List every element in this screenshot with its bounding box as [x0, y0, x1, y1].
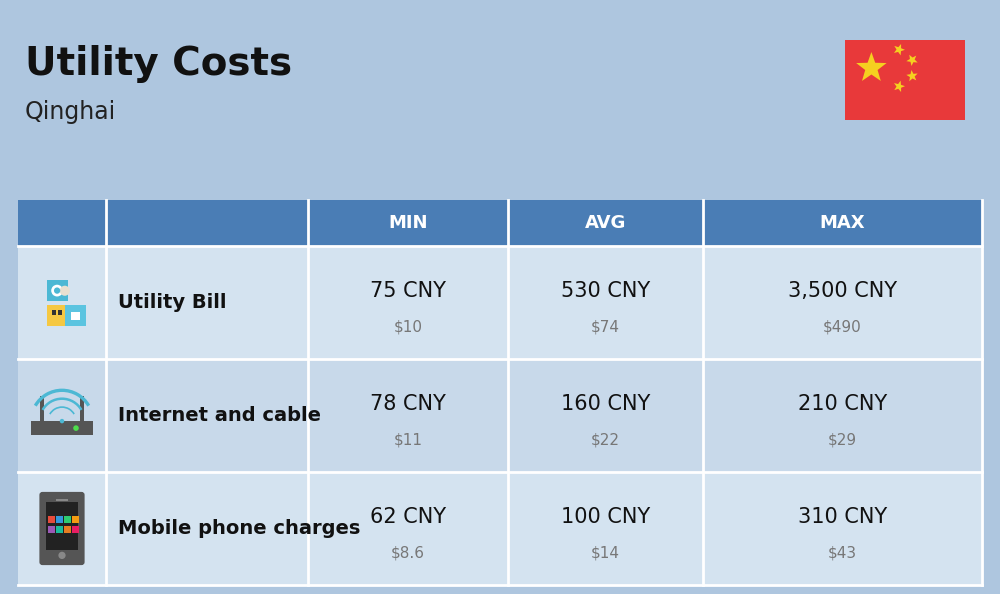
Circle shape — [51, 285, 63, 296]
Bar — [703, 200, 982, 246]
Text: Utility Costs: Utility Costs — [25, 45, 292, 83]
Bar — [508, 246, 703, 359]
Bar — [64, 526, 71, 533]
Text: 78 CNY: 78 CNY — [370, 394, 446, 414]
Text: Mobile phone charges: Mobile phone charges — [118, 519, 360, 538]
Bar — [703, 246, 982, 359]
Bar — [80, 396, 84, 421]
FancyBboxPatch shape — [39, 492, 85, 565]
Bar — [40, 396, 44, 421]
Text: MAX: MAX — [820, 214, 865, 232]
Text: 530 CNY: 530 CNY — [561, 281, 650, 301]
Bar — [308, 200, 508, 246]
Bar — [106, 359, 308, 472]
Circle shape — [58, 552, 66, 559]
Text: $29: $29 — [828, 433, 857, 448]
Text: $43: $43 — [828, 546, 857, 561]
Text: $10: $10 — [394, 320, 422, 335]
Text: $8.6: $8.6 — [391, 546, 425, 561]
Text: 160 CNY: 160 CNY — [561, 394, 650, 414]
Polygon shape — [856, 52, 887, 81]
Bar — [106, 246, 308, 359]
Bar — [71, 312, 80, 320]
Bar — [56, 526, 63, 533]
Bar — [58, 309, 62, 315]
Bar — [56, 500, 68, 501]
Text: $22: $22 — [591, 433, 620, 448]
Bar — [308, 246, 508, 359]
Text: $490: $490 — [823, 320, 862, 335]
Bar — [508, 472, 703, 585]
Bar — [18, 472, 106, 585]
Circle shape — [60, 286, 70, 296]
Text: 75 CNY: 75 CNY — [370, 281, 446, 301]
Bar — [72, 526, 79, 533]
Bar — [18, 246, 106, 359]
Bar — [47, 305, 68, 326]
Text: 3,500 CNY: 3,500 CNY — [788, 281, 897, 301]
Text: Internet and cable: Internet and cable — [118, 406, 321, 425]
Bar — [106, 200, 308, 246]
Polygon shape — [906, 55, 918, 66]
Circle shape — [60, 419, 64, 424]
Circle shape — [73, 425, 79, 431]
Text: 210 CNY: 210 CNY — [798, 394, 887, 414]
Bar — [18, 359, 106, 472]
Bar — [703, 472, 982, 585]
Polygon shape — [894, 44, 905, 55]
Text: $74: $74 — [591, 320, 620, 335]
Bar — [48, 526, 55, 533]
Bar — [308, 472, 508, 585]
Text: MIN: MIN — [388, 214, 428, 232]
Bar — [308, 359, 508, 472]
Bar — [47, 280, 68, 301]
Bar — [72, 516, 79, 523]
Bar — [508, 359, 703, 472]
Bar — [18, 200, 106, 246]
Bar — [65, 305, 86, 326]
Bar — [64, 516, 71, 523]
Bar — [31, 421, 93, 435]
Bar — [703, 359, 982, 472]
Text: 100 CNY: 100 CNY — [561, 507, 650, 527]
Circle shape — [54, 287, 60, 294]
Bar — [508, 200, 703, 246]
Polygon shape — [906, 70, 918, 81]
Text: 62 CNY: 62 CNY — [370, 507, 446, 527]
Text: AVG: AVG — [585, 214, 626, 232]
Text: $14: $14 — [591, 546, 620, 561]
Text: Utility Bill: Utility Bill — [118, 293, 226, 312]
Bar — [56, 516, 63, 523]
Text: Qinghai: Qinghai — [25, 100, 116, 124]
Polygon shape — [894, 81, 905, 92]
Bar — [46, 501, 78, 550]
Text: 310 CNY: 310 CNY — [798, 507, 887, 527]
Bar — [106, 472, 308, 585]
Text: $11: $11 — [394, 433, 422, 448]
Bar — [52, 309, 56, 315]
Bar — [845, 40, 965, 120]
Bar — [48, 516, 55, 523]
